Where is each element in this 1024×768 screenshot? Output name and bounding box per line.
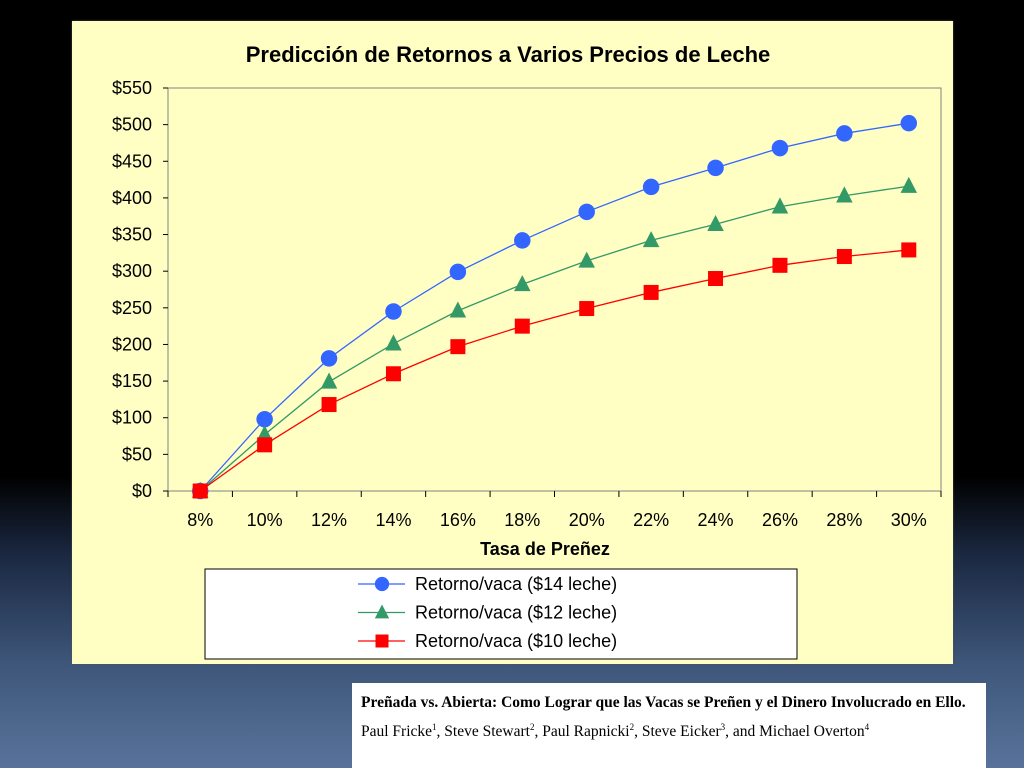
author-affiliation: 2 bbox=[629, 722, 635, 732]
chart-panel: Predicción de Retornos a Varios Precios … bbox=[72, 21, 953, 664]
author-name: Steve Eicker bbox=[641, 723, 721, 741]
plot-area bbox=[167, 87, 942, 492]
x-tick-label: 24% bbox=[698, 510, 734, 530]
data-point-s2 bbox=[385, 334, 402, 351]
series-line-1 bbox=[199, 122, 909, 492]
data-point-s2 bbox=[771, 197, 789, 214]
data-point-s3 bbox=[450, 339, 466, 355]
data-point-s1 bbox=[836, 125, 853, 142]
y-tick-label: $450 bbox=[112, 151, 152, 171]
data-point-s2 bbox=[578, 251, 595, 268]
data-point-s3 bbox=[772, 257, 788, 273]
data-point-s3 bbox=[321, 397, 337, 413]
data-point-s2 bbox=[256, 425, 273, 442]
author-name: Steve Stewart bbox=[444, 723, 530, 741]
legend-marker bbox=[374, 576, 390, 592]
data-point-s1 bbox=[771, 139, 789, 157]
legend-entry: Retorno/vaca ($14 leche) bbox=[415, 574, 617, 594]
data-point-s2 bbox=[320, 372, 338, 389]
data-point-s3 bbox=[836, 249, 852, 265]
data-point-s2 bbox=[449, 301, 467, 318]
data-point-s3 bbox=[708, 271, 724, 287]
series-line-3 bbox=[199, 249, 909, 492]
x-tick-label: 22% bbox=[633, 510, 669, 530]
citation-box: Preñada vs. Abierta: Como Lograr que las… bbox=[352, 683, 986, 768]
data-point-s2 bbox=[642, 231, 660, 248]
x-tick-label: 8% bbox=[187, 510, 213, 530]
data-point-s1 bbox=[578, 203, 595, 221]
author-separator: , bbox=[436, 723, 445, 741]
x-tick-label: 18% bbox=[504, 510, 540, 530]
series-line-2 bbox=[199, 185, 909, 492]
y-tick-label: $350 bbox=[112, 225, 152, 245]
data-point-s3 bbox=[192, 483, 208, 499]
legend-marker bbox=[374, 604, 390, 619]
data-point-s2 bbox=[514, 275, 531, 292]
chart-title: Predicción de Retornos a Varios Precios … bbox=[246, 42, 771, 67]
y-tick-label: $100 bbox=[112, 408, 152, 428]
data-point-s3 bbox=[385, 366, 401, 382]
data-point-s3 bbox=[257, 437, 273, 453]
y-tick-label: $300 bbox=[112, 261, 152, 281]
data-point-s1 bbox=[385, 303, 402, 320]
author-affiliation: 4 bbox=[864, 722, 870, 732]
author-name: Michael Overton bbox=[759, 723, 865, 741]
author-affiliation: 2 bbox=[529, 722, 535, 732]
y-tick-label: $150 bbox=[112, 371, 152, 391]
y-tick-label: $250 bbox=[112, 298, 152, 318]
data-point-s2 bbox=[707, 214, 724, 232]
x-tick-label: 10% bbox=[247, 510, 283, 530]
author-affiliation: 3 bbox=[720, 722, 726, 732]
y-tick-label: $200 bbox=[112, 334, 152, 354]
x-tick-label: 14% bbox=[375, 510, 411, 530]
y-tick-label: $400 bbox=[112, 188, 152, 208]
data-point-s1 bbox=[320, 350, 338, 367]
data-point-s3 bbox=[579, 301, 595, 317]
legend-marker bbox=[375, 634, 389, 648]
y-tick-label: $0 bbox=[132, 481, 152, 501]
citation-title: Preñada vs. Abierta: Como Lograr que las… bbox=[361, 694, 966, 711]
author-separator: , bbox=[534, 723, 543, 741]
citation-authors: Paul Fricke1, Steve Stewart2, Paul Rapni… bbox=[361, 722, 978, 741]
data-point-s1 bbox=[514, 232, 531, 249]
y-tick-label: $50 bbox=[122, 444, 152, 464]
x-tick-label: 30% bbox=[891, 510, 927, 530]
x-tick-label: 26% bbox=[762, 510, 798, 530]
x-tick-label: 16% bbox=[440, 510, 476, 530]
x-tick-label: 28% bbox=[826, 510, 862, 530]
x-axis-title: Tasa de Preñez bbox=[480, 539, 610, 559]
legend-box bbox=[204, 568, 798, 660]
author-name: Paul Rapnicki bbox=[542, 723, 630, 741]
data-point-s1 bbox=[642, 178, 660, 196]
data-point-s1 bbox=[256, 410, 273, 428]
y-tick-label: $500 bbox=[112, 115, 152, 135]
data-point-s2 bbox=[900, 176, 918, 193]
data-point-s3 bbox=[514, 318, 530, 334]
y-tick-label: $550 bbox=[112, 78, 152, 98]
x-tick-label: 20% bbox=[569, 510, 605, 530]
author-name: Paul Fricke bbox=[361, 723, 433, 741]
x-tick-label: 12% bbox=[311, 510, 347, 530]
data-point-s3 bbox=[901, 242, 917, 258]
data-point-s2 bbox=[836, 186, 853, 203]
legend-entry: Retorno/vaca ($12 leche) bbox=[415, 603, 617, 623]
data-point-s3 bbox=[643, 284, 659, 300]
data-point-s1 bbox=[449, 263, 467, 281]
data-point-s1 bbox=[707, 159, 724, 177]
author-affiliation: 1 bbox=[432, 722, 437, 732]
legend-entry: Retorno/vaca ($10 leche) bbox=[415, 631, 617, 651]
author-separator: , bbox=[634, 723, 642, 741]
line-chart: Predicción de Retornos a Varios Precios … bbox=[112, 42, 942, 660]
author-separator: , and bbox=[725, 723, 760, 741]
data-point-s1 bbox=[900, 114, 918, 132]
